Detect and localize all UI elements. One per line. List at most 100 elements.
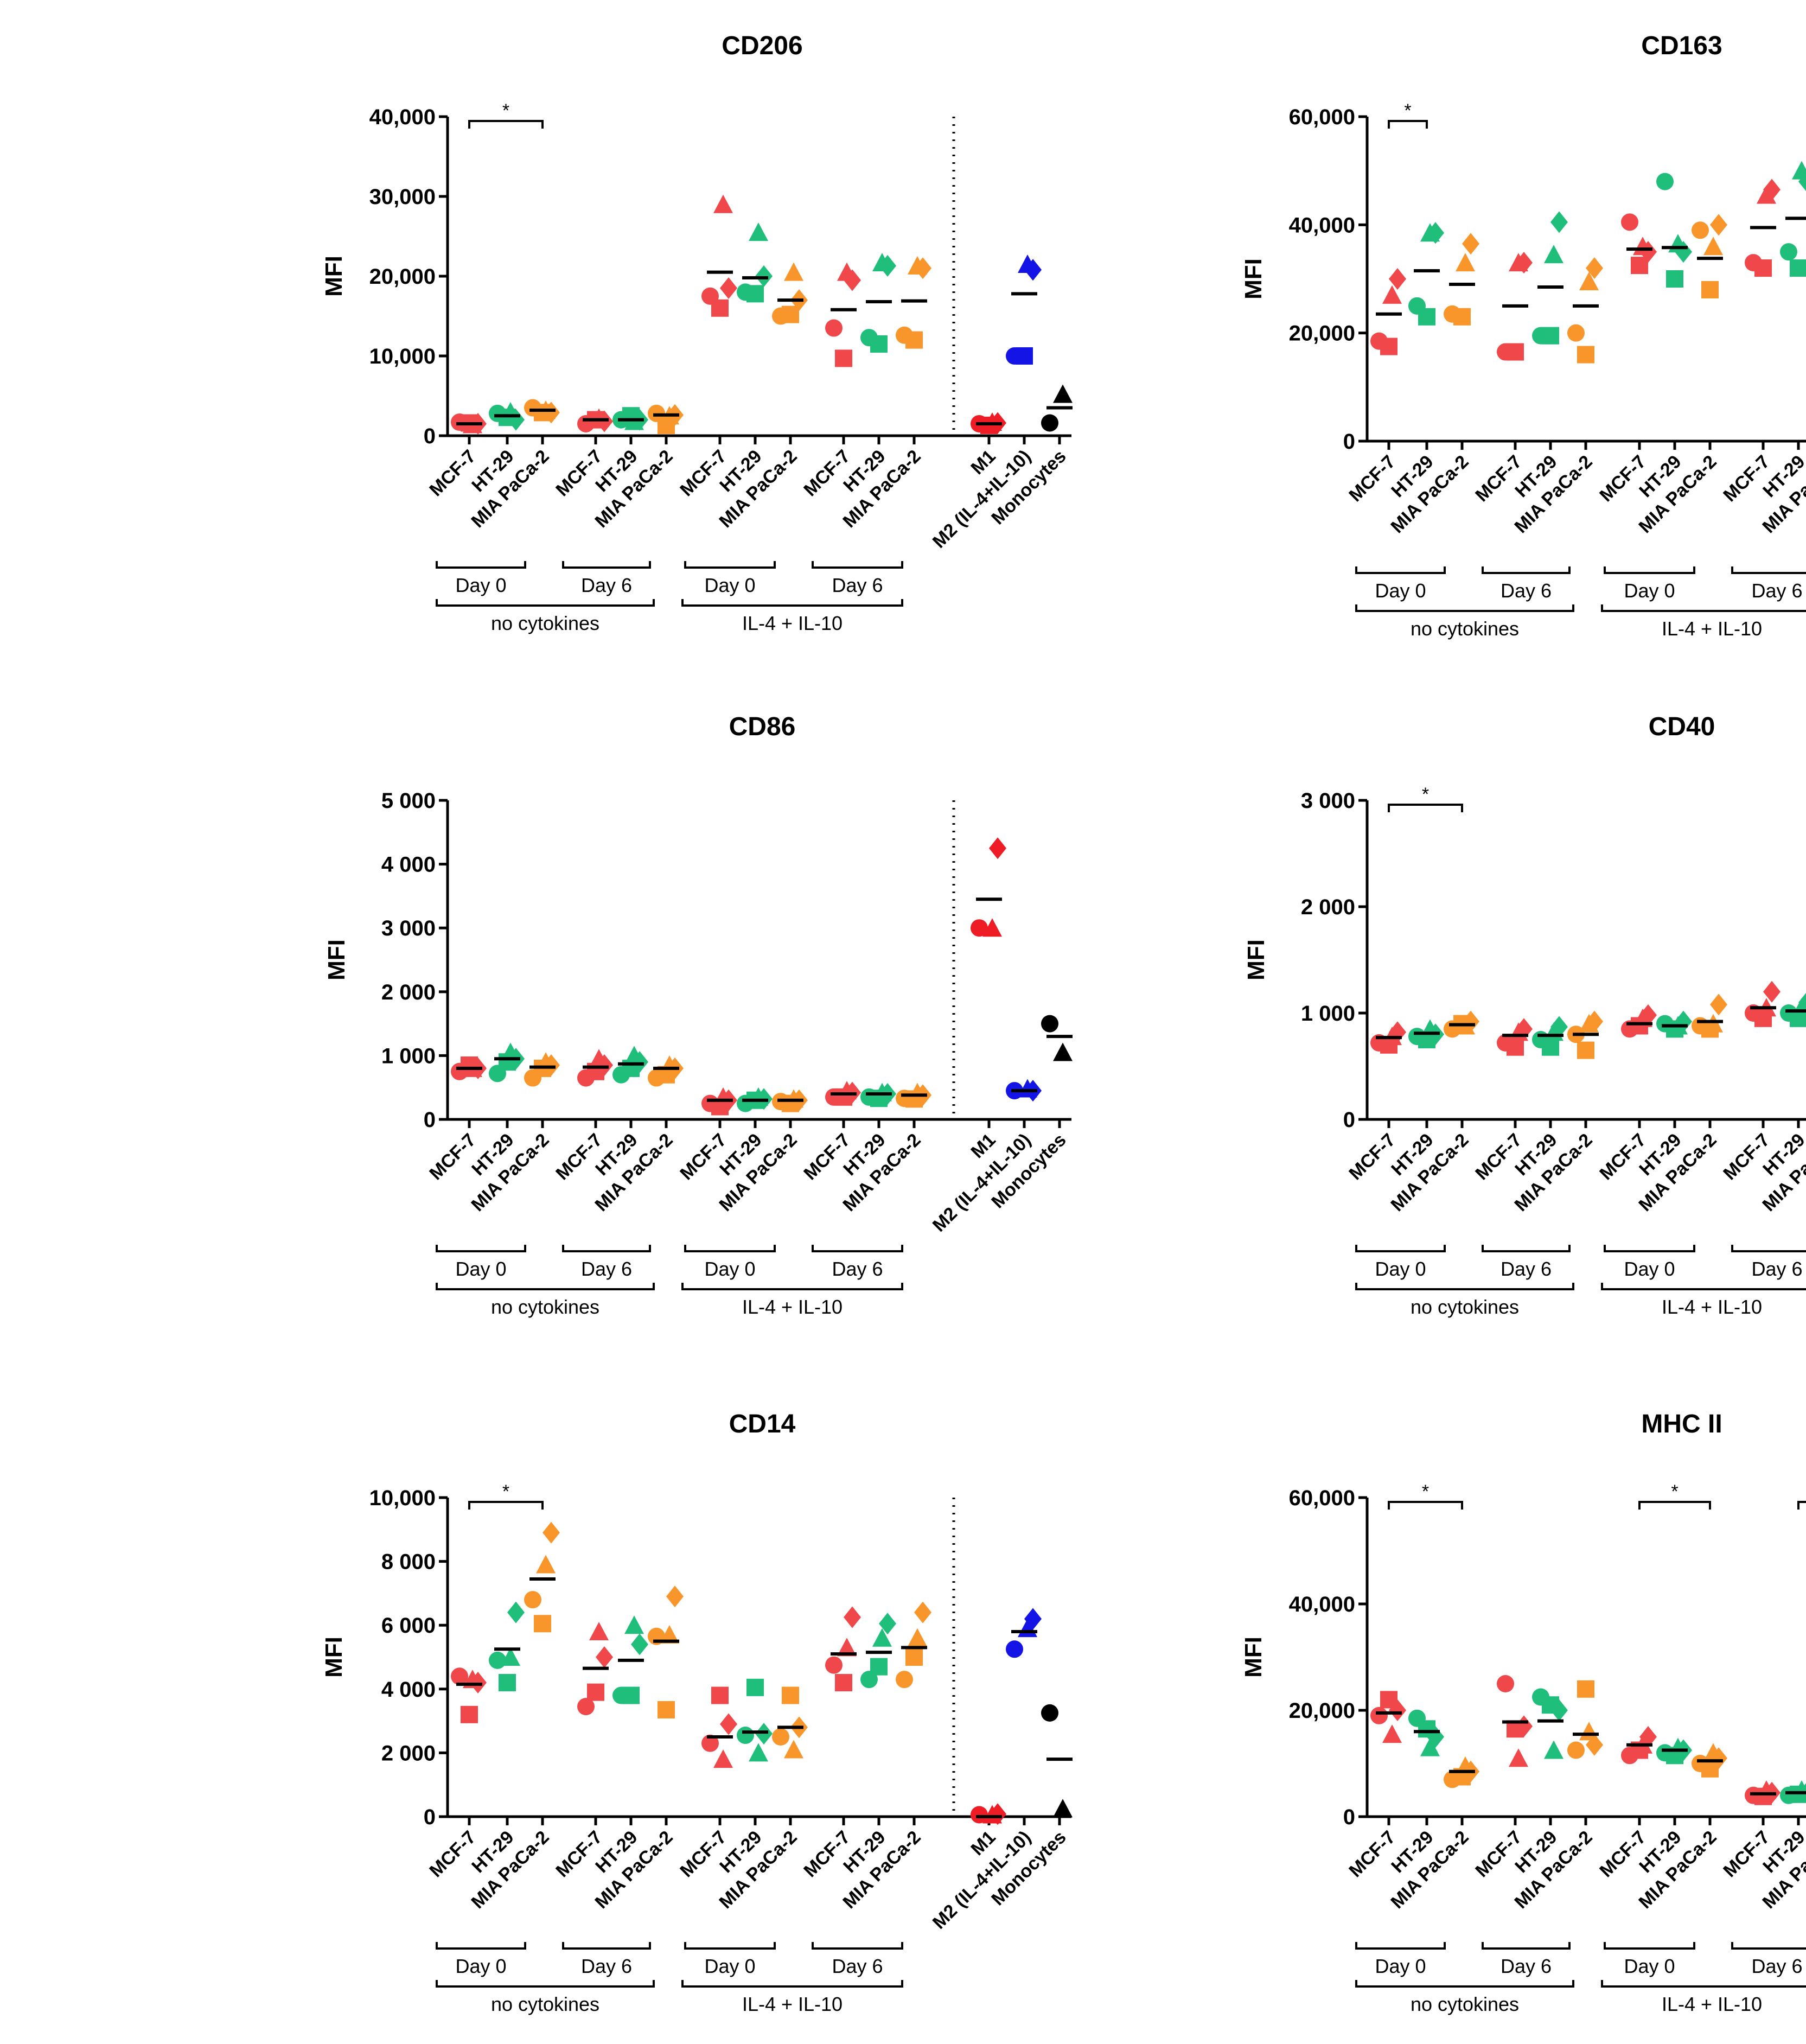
y-tick-label: 0 <box>1343 430 1355 454</box>
y-tick-label: 40,000 <box>1289 1593 1355 1616</box>
data-point-diamond <box>507 1601 525 1623</box>
x-tick-label: MCF-7 <box>1345 1130 1399 1184</box>
data-point-diamond <box>1389 268 1406 290</box>
data-point-square <box>1754 1009 1772 1027</box>
data-point-diamond <box>1639 241 1657 263</box>
data-point-triangle <box>589 1621 609 1640</box>
y-tick-label: 4 000 <box>381 853 436 877</box>
x-tick-label: MCF-7 <box>676 446 730 500</box>
day-label: Day 6 <box>1501 1955 1552 1977</box>
data-point-triangle <box>1703 237 1723 256</box>
day-label: Day 0 <box>1375 580 1426 602</box>
data-point-circle <box>577 1698 595 1716</box>
data-point-diamond <box>1515 252 1533 274</box>
data-point-circle <box>1041 1015 1058 1033</box>
data-point-diamond <box>1427 222 1444 244</box>
day-bracket <box>1482 1942 1571 1950</box>
y-tick-label: 2 000 <box>381 1741 436 1765</box>
data-point-triangle <box>1544 1740 1564 1759</box>
data-point-diamond <box>1586 257 1603 279</box>
y-tick-label: 1 000 <box>1301 1002 1355 1026</box>
data-point-circle <box>489 1651 506 1669</box>
data-point-triangle <box>536 1555 556 1574</box>
y-tick-label: 40,000 <box>1289 213 1355 237</box>
data-point-square <box>587 1683 604 1701</box>
data-point-diamond <box>631 1051 648 1073</box>
condition-label: IL-4 + IL-10 <box>1662 1993 1762 2015</box>
data-point-triangle <box>784 1740 803 1759</box>
x-tick-label: MCF-7 <box>1596 451 1650 506</box>
chart-panel-6: MHC II020,00040,00060,000MFIMCF-7HT-29MI… <box>1240 1410 1806 2015</box>
day-bracket <box>436 1942 526 1950</box>
data-point-circle <box>971 919 988 937</box>
data-point-square <box>1790 259 1806 277</box>
chart-title: CD163 <box>1641 31 1722 60</box>
chart-panel-1: CD206010,00020,00030,00040,000MFIMCF-7HT… <box>321 31 1073 634</box>
y-tick-label: 20,000 <box>1289 1699 1355 1723</box>
day-label: Day 6 <box>1751 1258 1802 1280</box>
chart-title: CD40 <box>1649 712 1715 741</box>
data-point-square <box>835 349 852 367</box>
day-label: Day 6 <box>832 1258 883 1280</box>
data-point-square <box>534 1615 551 1633</box>
condition-bracket <box>681 599 903 607</box>
data-point-square <box>782 305 799 323</box>
y-tick-label: 2 000 <box>381 980 436 1004</box>
x-tick-label: MCF-7 <box>676 1827 730 1881</box>
significance-bracket <box>1638 1501 1711 1510</box>
condition-bracket <box>1355 1980 1574 1988</box>
condition-label: no cytokines <box>491 612 599 634</box>
condition-bracket <box>681 1283 903 1290</box>
data-point-circle <box>1621 213 1638 231</box>
data-point-circle <box>701 1734 719 1752</box>
x-tick-label: MCF-7 <box>1471 1130 1526 1184</box>
x-tick-label: MCF-7 <box>1596 1130 1650 1184</box>
x-tick-label: MCF-7 <box>1719 1130 1773 1184</box>
day-bracket <box>436 1245 526 1252</box>
data-point-square <box>835 1674 852 1692</box>
day-label: Day 6 <box>832 1955 883 1977</box>
data-point-circle <box>1006 1640 1023 1658</box>
day-label: Day 0 <box>1375 1955 1426 1977</box>
day-label: Day 6 <box>1751 580 1802 602</box>
data-point-diamond <box>914 257 931 279</box>
day-label: Day 0 <box>455 1258 506 1280</box>
day-label: Day 0 <box>1375 1258 1426 1280</box>
y-tick-label: 60,000 <box>1289 1486 1355 1510</box>
data-point-triangle <box>749 1743 768 1762</box>
x-tick-label: MCF-7 <box>552 1827 606 1881</box>
x-tick-label: MCF-7 <box>800 446 854 500</box>
chart-title: CD14 <box>729 1410 796 1438</box>
data-point-triangle <box>1544 245 1564 264</box>
condition-label: no cytokines <box>1411 1296 1519 1318</box>
data-point-square <box>1507 1038 1524 1056</box>
day-bracket <box>562 1245 651 1252</box>
significance-star: * <box>1422 784 1429 805</box>
condition-label: no cytokines <box>1411 1993 1519 2015</box>
day-bracket <box>1482 566 1571 574</box>
day-label: Day 6 <box>1751 1955 1802 1977</box>
day-label: Day 6 <box>581 1258 632 1280</box>
day-bracket <box>684 1942 776 1950</box>
day-bracket <box>1355 566 1446 574</box>
significance-star: * <box>1404 100 1411 121</box>
x-tick-label: MCF-7 <box>552 1130 606 1184</box>
data-point-triangle <box>1053 1042 1073 1061</box>
y-tick-label: 2 000 <box>1301 895 1355 919</box>
data-point-square <box>461 1705 478 1723</box>
data-point-square <box>905 331 923 349</box>
data-point-triangle <box>784 262 803 281</box>
y-tick-label: 3 000 <box>381 916 436 940</box>
data-point-circle <box>1041 414 1058 432</box>
x-tick-label: MCF-7 <box>552 446 606 500</box>
significance-bracket <box>1388 804 1463 812</box>
day-bracket <box>1604 1245 1695 1252</box>
day-label: Day 0 <box>455 574 506 596</box>
data-point-circle <box>825 1656 843 1674</box>
day-bracket <box>1731 566 1806 574</box>
data-point-diamond <box>1639 1004 1657 1026</box>
y-tick-label: 0 <box>1343 1108 1355 1132</box>
day-bracket <box>1731 1942 1806 1950</box>
